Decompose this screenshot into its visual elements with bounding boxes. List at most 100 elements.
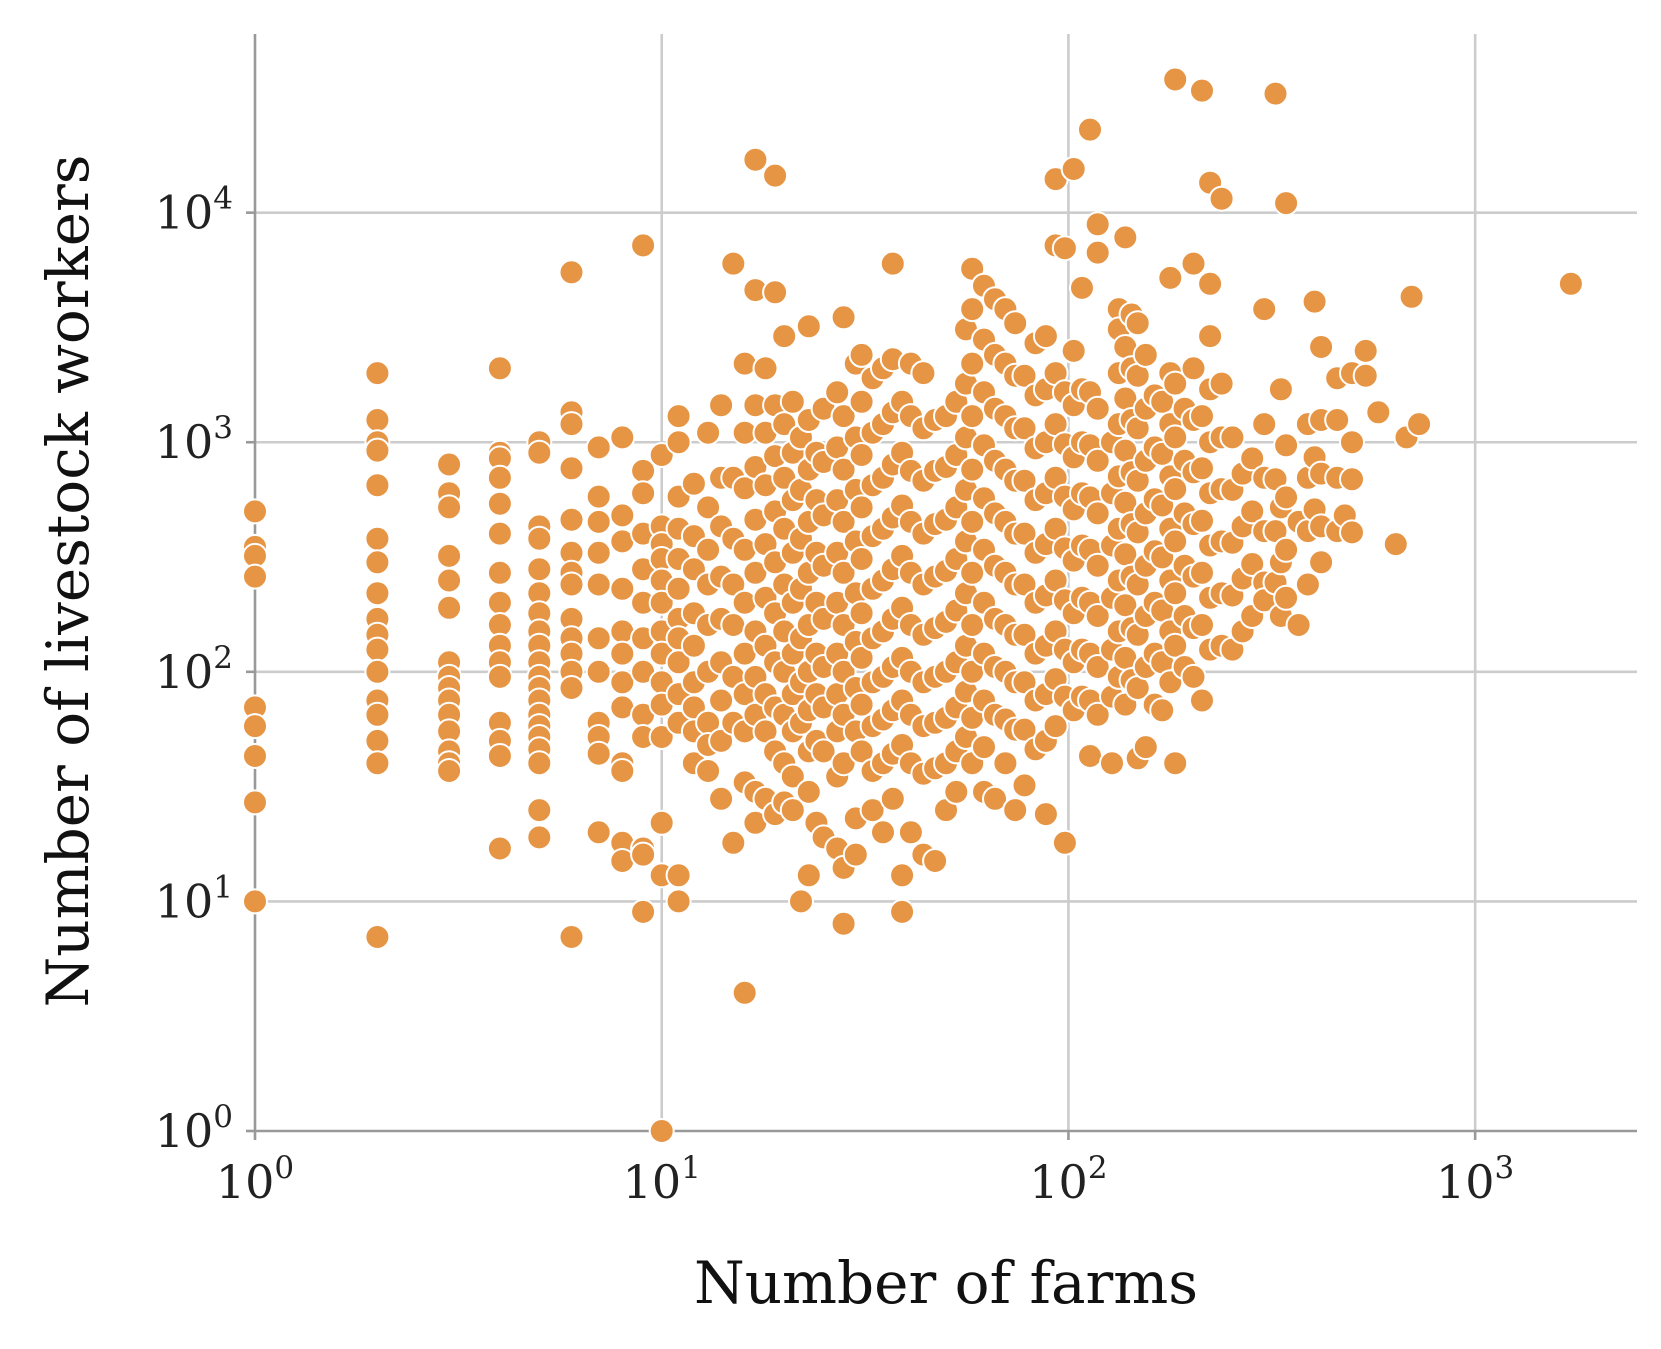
data-point-634 bbox=[1162, 580, 1189, 607]
data-point-655 bbox=[1189, 559, 1215, 586]
data-point-317 bbox=[848, 341, 875, 368]
data-point-240 bbox=[779, 388, 806, 415]
data-point-549 bbox=[1084, 239, 1111, 266]
data-point-79 bbox=[558, 411, 585, 438]
data-point-325 bbox=[848, 738, 875, 765]
data-point-606 bbox=[1132, 734, 1159, 761]
data-point-101 bbox=[585, 819, 612, 846]
data-point-547 bbox=[1077, 743, 1103, 769]
data-point-84 bbox=[558, 571, 585, 598]
data-point-346 bbox=[879, 250, 906, 277]
data-point-198 bbox=[731, 979, 758, 1006]
data-point-736 bbox=[1557, 270, 1584, 297]
data-point-258 bbox=[795, 313, 822, 340]
data-point-426 bbox=[959, 403, 986, 430]
data-point-651 bbox=[1189, 77, 1215, 104]
data-point-715 bbox=[1308, 334, 1335, 360]
data-point-630 bbox=[1162, 370, 1189, 397]
data-point-180 bbox=[708, 785, 735, 812]
data-point-318 bbox=[848, 388, 875, 415]
data-point-296 bbox=[830, 304, 857, 331]
x-tick-label-3: 103 bbox=[1436, 1150, 1514, 1209]
data-point-493 bbox=[1032, 323, 1059, 350]
data-point-96 bbox=[585, 625, 612, 652]
data-point-210 bbox=[752, 355, 779, 382]
data-point-684 bbox=[1239, 498, 1266, 525]
data-point-732 bbox=[1382, 531, 1409, 558]
data-point-199 bbox=[742, 146, 769, 173]
data-point-185 bbox=[720, 612, 747, 638]
data-point-97 bbox=[585, 658, 612, 685]
data-point-7 bbox=[242, 789, 268, 816]
data-point-735 bbox=[1406, 411, 1433, 438]
data-point-286 bbox=[824, 379, 851, 406]
data-point-125 bbox=[630, 841, 657, 868]
data-point-635 bbox=[1162, 632, 1189, 659]
data-point-19 bbox=[364, 636, 391, 663]
data-point-91 bbox=[585, 434, 612, 461]
data-point-727 bbox=[1339, 466, 1365, 493]
data-point-633 bbox=[1162, 528, 1189, 555]
data-point-40 bbox=[436, 758, 463, 784]
data-point-687 bbox=[1251, 296, 1278, 323]
data-point-704 bbox=[1273, 536, 1300, 563]
data-point-92 bbox=[585, 483, 612, 510]
data-point-395 bbox=[922, 848, 949, 874]
data-point-590 bbox=[1124, 310, 1151, 337]
data-point-712 bbox=[1301, 288, 1328, 315]
y-tick-label-1: 101 bbox=[155, 869, 233, 928]
data-point-80 bbox=[558, 455, 585, 482]
data-point-320 bbox=[848, 494, 875, 521]
data-point-140 bbox=[648, 1118, 675, 1144]
data-point-94 bbox=[585, 539, 612, 566]
data-point-475 bbox=[1011, 362, 1038, 389]
data-point-476 bbox=[1011, 415, 1038, 442]
data-point-573 bbox=[1112, 224, 1139, 251]
data-point-502 bbox=[1032, 801, 1059, 828]
data-point-621 bbox=[1157, 264, 1184, 291]
data-point-220 bbox=[762, 279, 789, 306]
data-point-284 bbox=[810, 738, 837, 765]
data-point-659 bbox=[1197, 270, 1224, 297]
data-point-539 bbox=[1077, 116, 1103, 143]
data-point-58 bbox=[526, 439, 553, 466]
data-point-719 bbox=[1308, 549, 1335, 576]
data-point-31 bbox=[436, 594, 463, 621]
data-point-321 bbox=[848, 546, 875, 572]
data-point-668 bbox=[1208, 370, 1235, 397]
data-point-731 bbox=[1365, 399, 1392, 426]
data-point-702 bbox=[1273, 432, 1300, 459]
data-point-105 bbox=[609, 575, 636, 602]
data-point-335 bbox=[859, 797, 886, 824]
data-point-531 bbox=[1069, 274, 1095, 301]
data-point-483 bbox=[1011, 772, 1038, 799]
data-point-152 bbox=[665, 862, 692, 889]
data-point-114 bbox=[630, 232, 657, 259]
data-point-726 bbox=[1339, 429, 1365, 456]
data-point-656 bbox=[1189, 612, 1215, 638]
data-point-705 bbox=[1273, 584, 1300, 611]
data-point-111 bbox=[609, 758, 636, 784]
data-point-650 bbox=[1180, 663, 1207, 690]
data-point-137 bbox=[648, 724, 675, 750]
data-point-377 bbox=[910, 360, 937, 387]
data-point-26 bbox=[436, 451, 463, 478]
data-point-482 bbox=[1011, 716, 1038, 743]
y-tick-label-2: 102 bbox=[155, 640, 233, 699]
data-point-6 bbox=[242, 743, 268, 769]
data-point-697 bbox=[1267, 376, 1294, 403]
data-point-548 bbox=[1084, 211, 1111, 238]
data-point-523 bbox=[1060, 337, 1087, 364]
data-point-230 bbox=[771, 323, 798, 350]
data-point-629 bbox=[1162, 66, 1189, 93]
data-point-15 bbox=[364, 549, 391, 576]
data-point-454 bbox=[982, 785, 1008, 812]
y-tick-label-3: 103 bbox=[155, 410, 233, 469]
data-point-146 bbox=[665, 575, 692, 602]
data-point-730 bbox=[1352, 362, 1379, 389]
data-point-464 bbox=[992, 750, 1019, 777]
data-point-16 bbox=[364, 580, 391, 607]
data-point-100 bbox=[585, 740, 612, 767]
data-point-153 bbox=[665, 888, 692, 915]
data-point-654 bbox=[1189, 507, 1215, 534]
